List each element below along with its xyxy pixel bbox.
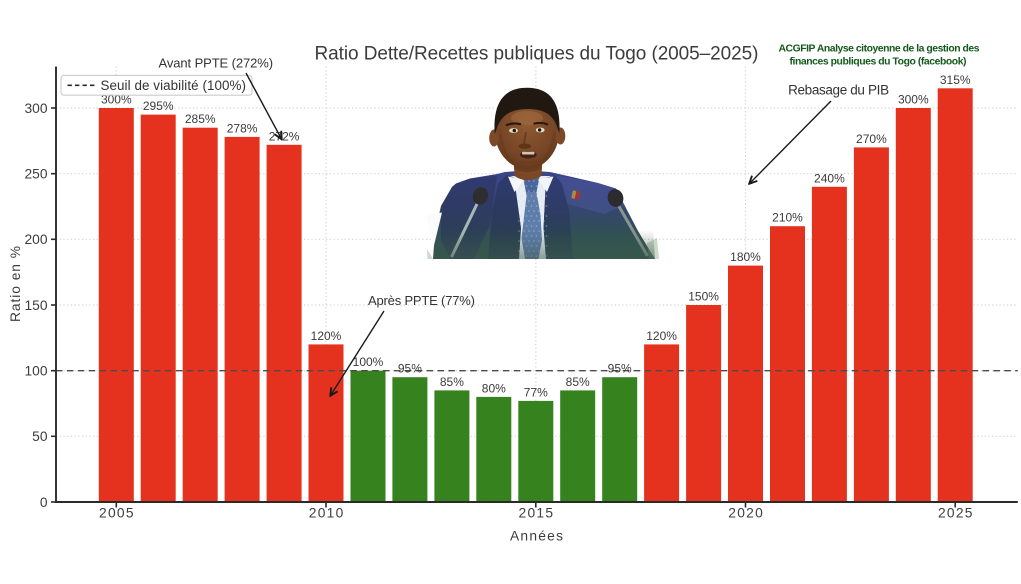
svg-text:Ratio Dette/Recettes publiques: Ratio Dette/Recettes publiques du Togo (…	[315, 44, 759, 65]
svg-text:100: 100	[24, 364, 47, 379]
svg-text:2005: 2005	[99, 506, 134, 521]
svg-text:240%: 240%	[814, 171, 845, 185]
svg-text:85%: 85%	[440, 375, 464, 389]
svg-text:Après PPTE (77%): Après PPTE (77%)	[368, 293, 475, 308]
svg-text:295%: 295%	[143, 99, 174, 113]
svg-text:80%: 80%	[482, 381, 506, 395]
svg-text:300: 300	[24, 101, 47, 116]
svg-text:272%: 272%	[269, 129, 300, 143]
svg-text:50: 50	[32, 429, 48, 444]
svg-text:150%: 150%	[688, 290, 719, 304]
svg-text:Ratio en %: Ratio en %	[8, 246, 23, 322]
svg-text:300%: 300%	[898, 93, 929, 107]
svg-text:180%: 180%	[730, 250, 761, 264]
svg-text:278%: 278%	[227, 121, 258, 135]
svg-text:2020: 2020	[728, 506, 763, 521]
svg-text:210%: 210%	[772, 211, 803, 225]
svg-text:315%: 315%	[940, 73, 971, 87]
svg-text:Avant PPTE (272%): Avant PPTE (272%)	[159, 55, 273, 70]
svg-text:2010: 2010	[309, 506, 344, 521]
svg-text:200: 200	[24, 232, 47, 247]
svg-text:Années: Années	[510, 529, 563, 544]
svg-text:ACGFIP Analyse citoyenne de la: ACGFIP Analyse citoyenne de la gestion d…	[779, 44, 980, 55]
svg-text:Seuil de viabilité (100%): Seuil de viabilité (100%)	[101, 78, 247, 93]
svg-text:77%: 77%	[524, 385, 548, 399]
svg-text:120%: 120%	[311, 329, 342, 343]
svg-text:0: 0	[40, 495, 48, 510]
svg-text:100%: 100%	[353, 355, 384, 369]
svg-text:150: 150	[24, 298, 47, 313]
svg-text:2025: 2025	[938, 506, 973, 521]
svg-text:95%: 95%	[608, 362, 632, 376]
svg-text:95%: 95%	[398, 362, 422, 376]
svg-text:270%: 270%	[856, 132, 887, 146]
svg-text:Rebasage du PIB: Rebasage du PIB	[788, 83, 889, 98]
svg-text:285%: 285%	[185, 112, 216, 126]
svg-text:120%: 120%	[646, 329, 677, 343]
svg-text:250: 250	[24, 167, 47, 182]
svg-text:2015: 2015	[519, 506, 554, 521]
svg-text:300%: 300%	[101, 93, 132, 107]
svg-text:85%: 85%	[566, 375, 590, 389]
svg-text:finances publiques du Togo (fa: finances publiques du Togo (facebook)	[790, 57, 967, 68]
